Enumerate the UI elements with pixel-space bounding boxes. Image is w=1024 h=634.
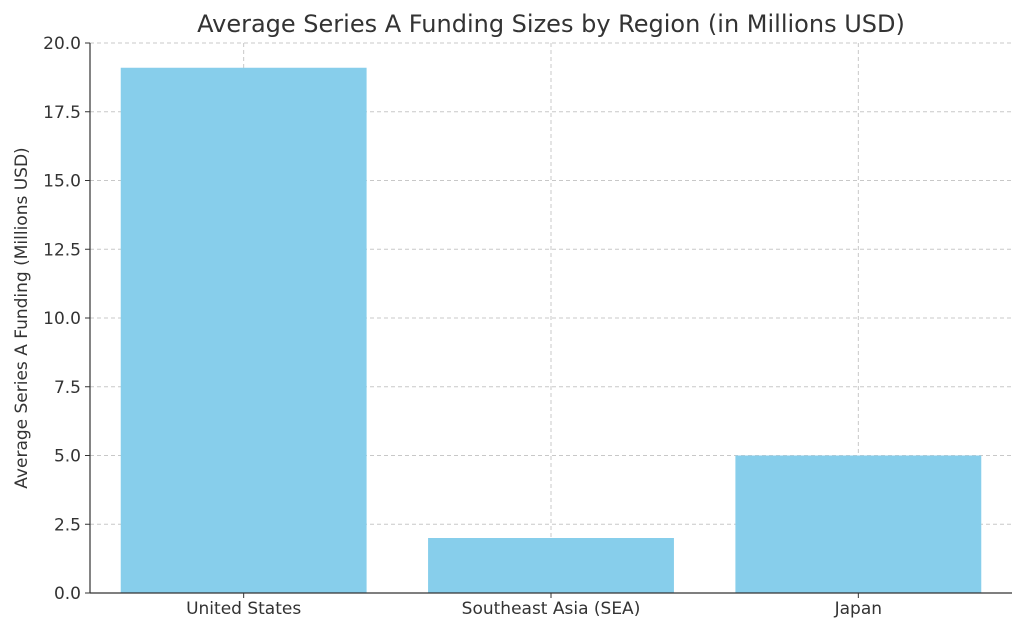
- y-tick-labels: 0.0 2.5 5.0 7.5 10.0 12.5 15.0 17.5 20.0: [43, 34, 90, 604]
- y-tick-label: 0.0: [54, 584, 81, 604]
- y-tick-label: 20.0: [43, 34, 81, 54]
- chart-title: Average Series A Funding Sizes by Region…: [197, 10, 905, 38]
- bar: [428, 538, 674, 593]
- y-tick-label: 10.0: [43, 309, 81, 329]
- x-tick-label: Southeast Asia (SEA): [462, 599, 641, 619]
- y-axis-label: Average Series A Funding (Millions USD): [12, 147, 32, 488]
- y-tick-label: 15.0: [43, 172, 81, 192]
- bar: [120, 67, 367, 593]
- y-tick-label: 12.5: [43, 240, 81, 260]
- x-tick-labels: United States Southeast Asia (SEA) Japan: [186, 593, 882, 619]
- y-tick-label: 17.5: [43, 103, 81, 123]
- x-tick-label: United States: [186, 599, 301, 619]
- bar: [735, 455, 982, 593]
- y-tick-label: 7.5: [54, 378, 81, 398]
- y-tick-label: 2.5: [54, 515, 81, 535]
- bars: [120, 67, 982, 593]
- y-tick-label: 5.0: [54, 447, 81, 467]
- x-tick-label: Japan: [834, 599, 882, 619]
